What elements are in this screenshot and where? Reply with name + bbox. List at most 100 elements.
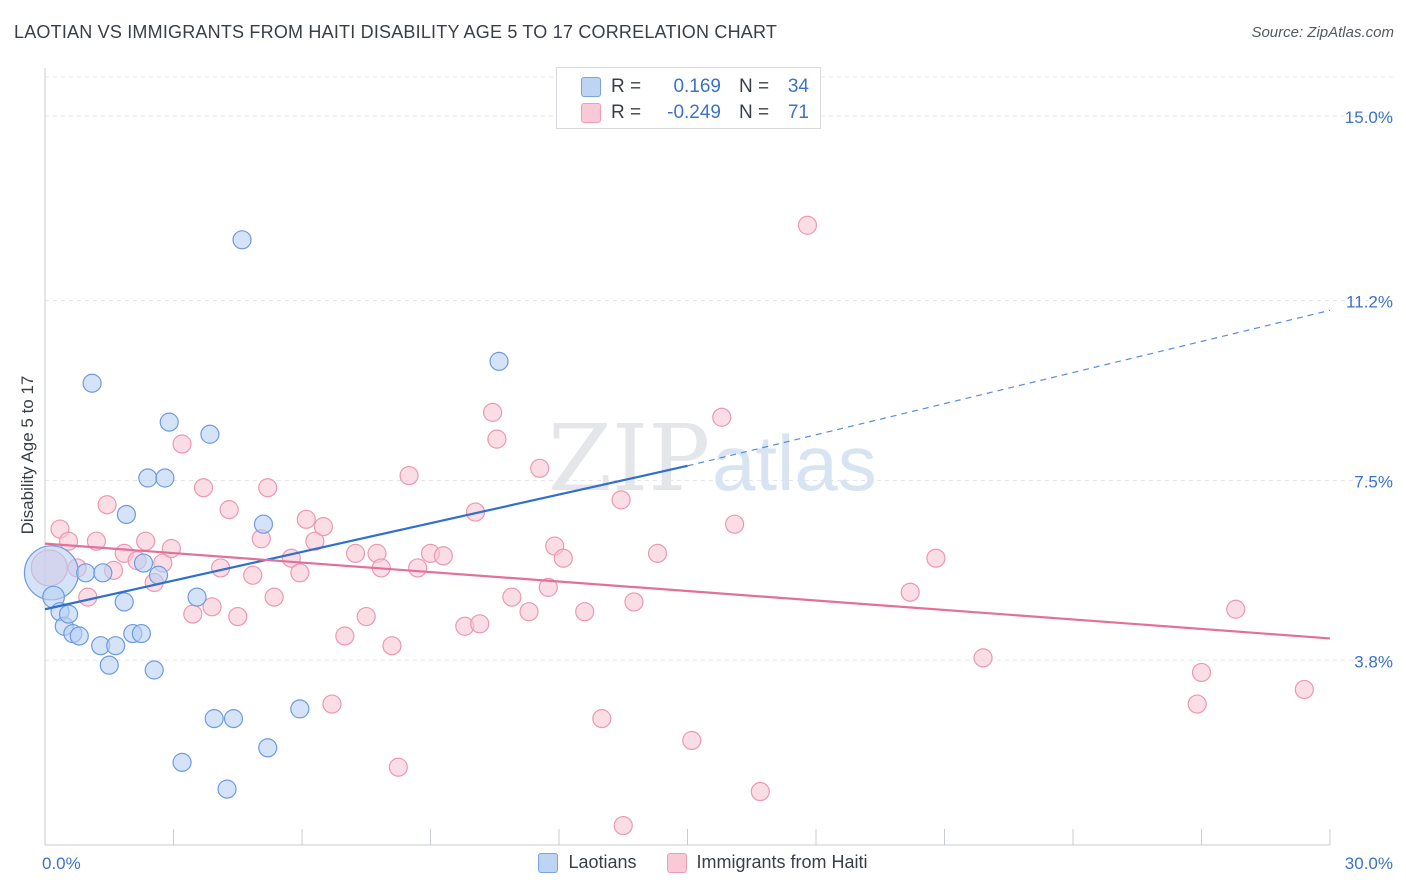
laotian-points <box>23 230 509 799</box>
legend-label-laotians: Laotians <box>568 852 637 872</box>
laotians-legend-swatch <box>538 852 559 873</box>
haiti-point <box>926 548 946 568</box>
tick-labels: 3.8% 7.5% 11.2% 15.0% 0.0% 30.0% <box>42 108 1393 873</box>
laotians-trend-line <box>44 464 688 611</box>
haiti-point <box>228 606 248 627</box>
haiti-point <box>613 815 633 836</box>
haiti-point <box>1294 679 1314 700</box>
haiti-point <box>470 614 490 634</box>
n-label: N = <box>739 102 770 123</box>
haiti-trend-line <box>44 542 1331 640</box>
laotian-point <box>131 623 151 644</box>
haiti-point <box>219 500 239 520</box>
haiti-legend-swatch <box>666 852 687 873</box>
y-tick-label: 7.5% <box>1354 472 1393 491</box>
r-value: -0.249 <box>667 102 721 123</box>
n-value: 71 <box>787 102 809 123</box>
chart-title: LAOTIAN VS IMMIGRANTS FROM HAITI DISABIL… <box>14 22 778 42</box>
haiti-point <box>345 543 366 563</box>
haiti-point <box>750 781 770 802</box>
haiti-point <box>592 709 612 729</box>
r-value: 0.169 <box>673 76 721 97</box>
haiti-point <box>78 587 98 607</box>
laotian-point <box>200 424 220 444</box>
watermark-atlas: atlas <box>712 419 877 507</box>
haiti-point <box>97 495 117 515</box>
haiti-point <box>183 604 203 624</box>
haiti-point <box>973 648 993 668</box>
haiti-point <box>538 577 558 597</box>
laotian-point <box>489 351 509 371</box>
haiti-point <box>243 565 263 585</box>
haiti-point <box>502 587 522 607</box>
haiti-point <box>136 531 156 551</box>
haiti-swatch <box>581 103 601 123</box>
haiti-point <box>433 546 453 566</box>
haiti-point <box>575 602 595 622</box>
watermark: ZIP atlas <box>548 405 877 512</box>
laotians-swatch <box>581 77 601 97</box>
haiti-point <box>305 531 325 551</box>
haiti-points <box>30 215 1314 836</box>
legend-entry-haiti: Immigrants from Haiti <box>666 852 868 873</box>
laotians-trend-extension <box>687 309 1331 467</box>
laotian-point <box>138 468 158 488</box>
stats-row-laotians: R = 0.169 N = 34 <box>581 74 809 100</box>
haiti-point <box>313 517 334 537</box>
haiti-point <box>647 543 668 563</box>
laotian-point <box>172 752 192 772</box>
axes <box>44 68 1331 846</box>
haiti-point <box>86 531 107 551</box>
haiti-point <box>290 563 310 583</box>
y-tick-label: 11.2% <box>1346 293 1393 312</box>
r-label: R = <box>611 102 642 123</box>
laotian-point <box>187 587 207 607</box>
laotian-point <box>232 230 252 250</box>
laotian-point <box>58 604 79 624</box>
haiti-point <box>161 538 181 559</box>
haiti-point <box>530 458 550 478</box>
r-label: R = <box>611 76 642 97</box>
legend-label-haiti: Immigrants from Haiti <box>696 852 868 872</box>
stats-row-haiti: R = -0.249 N = 71 <box>581 100 809 126</box>
laotian-point <box>223 709 244 729</box>
stats-legend: R = 0.169 N = 34 R = -0.249 N = 71 <box>556 67 821 129</box>
laotian-point <box>82 373 102 393</box>
x-tick-label: 30.0% <box>1345 854 1393 873</box>
haiti-point <box>258 478 278 498</box>
laotian-point <box>93 563 113 583</box>
laotian-point <box>290 699 310 719</box>
haiti-point <box>322 694 342 714</box>
haiti-point <box>382 636 402 656</box>
watermark-zip: ZIP <box>548 405 710 512</box>
laotian-point <box>116 504 136 525</box>
y-axis-label: Disability Age 5 to 17 <box>18 375 37 535</box>
laotian-point <box>258 738 278 758</box>
haiti-point <box>399 465 419 486</box>
legend-entry-laotians: Laotians <box>538 852 637 873</box>
haiti-point <box>519 602 539 622</box>
laotian-point <box>204 709 224 729</box>
haiti-point <box>553 548 573 568</box>
haiti-point <box>172 434 192 454</box>
laotian-point <box>114 592 134 612</box>
laotian-point <box>253 514 274 534</box>
source-credit: Source: ZipAtlas.com <box>1251 24 1394 41</box>
haiti-point <box>408 558 428 578</box>
haiti-point <box>900 582 920 602</box>
haiti-point <box>797 215 818 235</box>
haiti-point <box>356 606 376 627</box>
haiti-point <box>1226 599 1246 619</box>
haiti-point <box>682 730 702 751</box>
laotian-point <box>106 636 126 656</box>
laotian-point <box>69 626 89 646</box>
haiti-point <box>335 626 355 646</box>
haiti-point <box>264 587 284 607</box>
haiti-point <box>388 757 408 777</box>
laotian-point <box>99 655 119 675</box>
laotian-point <box>159 412 179 432</box>
n-value: 34 <box>787 76 809 97</box>
series-legend: Laotians Immigrants from Haiti <box>0 852 1406 873</box>
haiti-point <box>624 592 644 612</box>
